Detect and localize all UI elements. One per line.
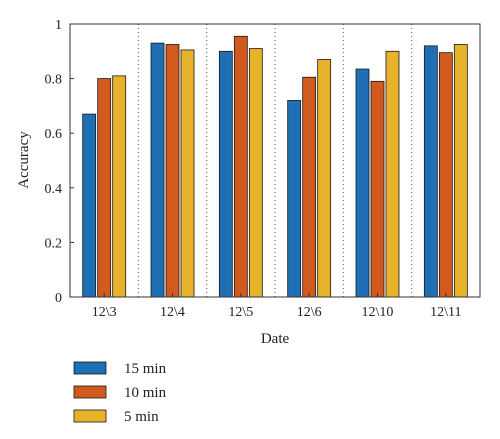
y-tick-label-4: 0.8 xyxy=(45,73,63,88)
bar-1-series-2 xyxy=(97,78,112,298)
y-tick-label-2: 0.4 xyxy=(45,182,63,197)
legend-swatch-2 xyxy=(73,385,107,399)
bar-2-series-1 xyxy=(150,42,165,298)
bar-3-series-3 xyxy=(248,48,263,298)
y-tick-label-5: 1 xyxy=(55,18,62,33)
legend-swatch-3 xyxy=(73,409,107,423)
bar-6-series-3 xyxy=(453,44,468,298)
legend-swatch-1 xyxy=(73,361,107,375)
bar-2-series-2 xyxy=(165,44,180,298)
plot-frame xyxy=(69,23,481,298)
x-axis-label: Date xyxy=(261,331,290,347)
y-tick-label-0: 0 xyxy=(55,291,62,306)
legend-label-3: 5 min xyxy=(124,409,159,425)
bar-3-series-1 xyxy=(218,50,233,298)
bar-5-series-1 xyxy=(355,68,370,298)
bar-4-series-3 xyxy=(317,59,332,298)
bar-6-series-2 xyxy=(438,52,453,298)
bar-3-series-2 xyxy=(233,35,248,298)
y-tick-label-3: 0.6 xyxy=(45,127,63,142)
x-tick-label-2: 12\4 xyxy=(160,305,185,320)
legend-label-2: 10 min xyxy=(124,385,167,401)
grid-lines xyxy=(137,24,413,297)
bar-4-series-1 xyxy=(287,100,302,298)
x-axis: 12\3 12\4 12\5 12\6 12\10 12\11 xyxy=(92,293,462,320)
x-tick-label-1: 12\3 xyxy=(92,305,117,320)
bar-5-series-3 xyxy=(385,50,400,298)
bar-4-series-2 xyxy=(302,76,317,298)
legend-label-1: 15 min xyxy=(124,361,167,377)
bar-1-series-3 xyxy=(112,75,127,298)
legend: 15 min 10 min 5 min xyxy=(73,361,167,425)
bars xyxy=(82,35,468,298)
x-tick-label-4: 12\6 xyxy=(297,305,322,320)
x-tick-label-6: 12\11 xyxy=(430,305,461,320)
bar-2-series-3 xyxy=(180,49,195,298)
bar-5-series-2 xyxy=(370,80,385,298)
y-axis: 0 0.2 0.4 0.6 0.8 1 xyxy=(45,18,74,306)
x-tick-label-3: 12\5 xyxy=(228,305,253,320)
bar-6-series-1 xyxy=(423,45,438,298)
bar-1-series-1 xyxy=(82,113,97,298)
y-axis-label: Accuracy xyxy=(16,131,32,189)
y-tick-label-1: 0.2 xyxy=(45,236,63,251)
x-tick-label-5: 12\10 xyxy=(362,305,394,320)
